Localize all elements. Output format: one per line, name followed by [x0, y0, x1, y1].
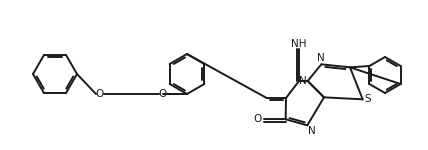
- Text: NH: NH: [291, 39, 307, 49]
- Text: O: O: [96, 89, 104, 99]
- Text: N: N: [318, 53, 325, 63]
- Text: O: O: [159, 89, 167, 99]
- Text: N: N: [299, 76, 307, 86]
- Text: S: S: [365, 94, 372, 104]
- Text: O: O: [254, 114, 262, 124]
- Text: N: N: [308, 126, 316, 136]
